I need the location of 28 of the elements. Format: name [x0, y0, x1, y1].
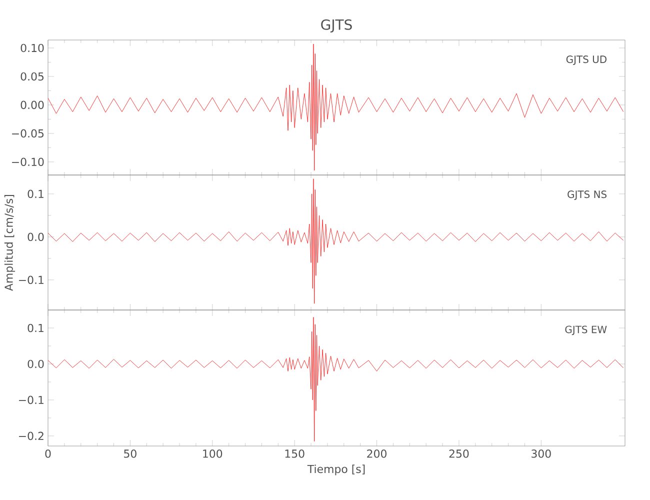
y-tick-label: 0.1: [28, 324, 44, 332]
x-tick-label: 0: [45, 450, 51, 458]
x-tick-label: 100: [203, 450, 222, 458]
line-series: [48, 316, 624, 442]
line-series: [48, 44, 624, 171]
x-tick-label: 50: [124, 450, 136, 458]
y-tick-label: −0.05: [12, 129, 44, 138]
y-tick-label: 0.00: [20, 100, 44, 110]
x-tick-label: 250: [449, 450, 469, 458]
y-tick-label: −0.2: [19, 432, 44, 440]
annotation: GJTS EW: [565, 326, 607, 336]
y-tick-label: −0.1: [19, 396, 44, 404]
annotation: GJTS UD: [566, 56, 606, 65]
y-tick-label: −0.1: [19, 276, 44, 284]
y-tick-label: 0.0: [28, 232, 44, 242]
y-tick-label: 0.05: [20, 72, 44, 81]
x-tick-label: 300: [532, 450, 551, 458]
y-tick-label: 0.1: [28, 190, 44, 198]
x-axis-title: Tiempo [s]: [307, 464, 365, 476]
y-axis-title: Amplitud [cm/s/s]: [4, 194, 16, 291]
x-tick-label: 200: [367, 450, 386, 458]
annotation: GJTS NS: [568, 190, 607, 200]
y-tick-label: −0.10: [12, 158, 44, 166]
x-tick-label: 150: [285, 450, 304, 458]
line-series: [48, 178, 624, 304]
y-tick-label: 0.0: [28, 360, 44, 368]
chart-title: GJTS: [321, 19, 352, 32]
y-tick-label: 0.10: [20, 44, 44, 52]
